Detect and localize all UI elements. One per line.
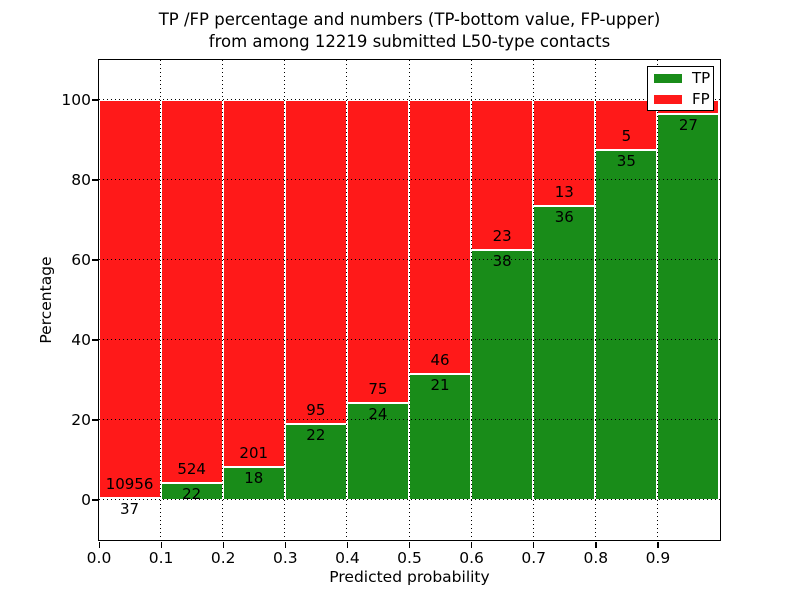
gridline-vertical	[532, 59, 534, 540]
gridline-horizontal	[98, 179, 720, 180]
tp-bar-segment	[657, 113, 720, 500]
fp-count-label: 10956	[105, 475, 154, 494]
tp-count-label: 22	[306, 426, 326, 445]
tp-bar-segment	[346, 402, 409, 500]
x-tick-mark	[160, 541, 162, 548]
legend-label: TP	[692, 68, 711, 87]
gridline-vertical	[160, 59, 162, 540]
tp-legend-swatch	[654, 73, 682, 83]
plot-area: 10956 37 524 22 201 18 95 22 75 24 46 21 23 38 13 36 5 35…	[97, 58, 721, 541]
tp-count-label: 38	[492, 252, 512, 271]
x-tick-label: 0.3	[272, 549, 298, 567]
tp-count-label: 35	[616, 151, 636, 170]
fp-legend-swatch	[654, 94, 682, 104]
fp-bar-segment	[222, 99, 285, 467]
gridline-horizontal	[98, 499, 720, 500]
x-tick-mark	[346, 541, 349, 548]
x-tick-label: 0.2	[210, 549, 236, 567]
legend-row: FP	[648, 89, 713, 109]
fp-count-label: 524	[177, 460, 206, 479]
tp-bar-segment	[409, 374, 472, 500]
y-tick-label: 80	[71, 171, 91, 189]
fp-count-label: 13	[554, 182, 574, 201]
fp-count-label: 95	[306, 401, 326, 420]
tp-bar-segment	[533, 205, 596, 500]
gridline-vertical	[408, 59, 410, 540]
gridline-horizontal	[98, 259, 720, 260]
tp-count-label: 24	[368, 404, 388, 423]
legend: TP FP	[647, 66, 714, 111]
tp-bar-segment	[160, 483, 223, 500]
fp-bar-segment	[98, 99, 161, 499]
y-tick-mark	[91, 259, 98, 261]
fp-bar-segment	[471, 99, 534, 251]
tp-count-label: 27	[678, 115, 698, 134]
x-tick-mark	[222, 541, 224, 548]
x-tick-label: 0.0	[86, 549, 112, 567]
tp-bar-segment	[595, 149, 658, 500]
y-tick-mark	[91, 179, 98, 181]
y-tick-label: 100	[61, 91, 91, 109]
gridline-vertical	[346, 59, 348, 540]
fp-bar-segment	[346, 99, 409, 403]
x-tick-label: 0.4	[335, 549, 360, 567]
tp-count-label: 37	[120, 500, 140, 519]
x-tick-label: 0.9	[645, 549, 671, 567]
x-tick-mark	[471, 541, 473, 548]
x-tick-mark	[409, 541, 411, 548]
fp-bar-segment	[533, 99, 596, 206]
y-tick-mark	[91, 339, 98, 341]
gridline-horizontal	[98, 99, 720, 100]
x-axis-label: Predicted probability	[329, 568, 490, 586]
gridline-vertical	[594, 59, 596, 540]
x-tick-label: 0.1	[148, 549, 174, 567]
x-tick-mark	[657, 541, 659, 548]
y-tick-mark	[91, 99, 98, 101]
x-tick-mark	[98, 541, 100, 548]
x-tick-mark	[595, 541, 597, 548]
tp-bar-segment	[471, 250, 534, 500]
y-tick-label: 0	[81, 491, 91, 509]
gridline-vertical	[222, 59, 224, 540]
legend-row: TP	[648, 68, 713, 88]
chart-title: TP /FP percentage and numbers (TP-bottom…	[99, 9, 720, 53]
gridline-horizontal	[98, 339, 720, 340]
gridline-horizontal	[98, 419, 720, 420]
gridline-vertical	[656, 59, 658, 540]
x-tick-label: 0.7	[521, 549, 547, 567]
tp-count-label: 22	[182, 485, 202, 504]
x-tick-mark	[533, 541, 535, 548]
y-tick-mark	[91, 499, 98, 501]
gridline-vertical	[284, 59, 286, 540]
y-tick-label: 20	[71, 411, 91, 429]
gridline-vertical	[470, 59, 472, 540]
fp-bar-segment	[409, 99, 472, 375]
fp-count-label: 5	[621, 126, 632, 145]
tp-count-label: 36	[554, 207, 574, 226]
legend-label: FP	[692, 89, 710, 108]
fp-count-label: 201	[239, 443, 269, 462]
x-tick-label: 0.6	[459, 549, 484, 567]
chart-title-line2: from among 12219 submitted L50-type cont…	[208, 32, 611, 51]
y-tick-label: 40	[71, 331, 91, 349]
fp-bar-segment	[160, 99, 223, 484]
tp-bar-segment	[284, 424, 347, 500]
tp-count-label: 18	[244, 468, 264, 487]
y-tick-label: 60	[71, 251, 91, 269]
chart-title-line1: TP /FP percentage and numbers (TP-bottom…	[158, 10, 661, 29]
fp-count-label: 75	[368, 379, 388, 398]
fp-bar-segment	[284, 99, 347, 425]
x-tick-mark	[284, 541, 287, 548]
y-axis-label: Percentage	[37, 256, 55, 344]
fp-count-label: 23	[492, 227, 512, 246]
x-tick-label: 0.8	[583, 549, 609, 567]
fp-count-label: 46	[430, 351, 450, 370]
x-tick-label: 0.5	[397, 549, 422, 567]
tp-count-label: 21	[430, 376, 450, 395]
y-tick-mark	[91, 419, 98, 421]
